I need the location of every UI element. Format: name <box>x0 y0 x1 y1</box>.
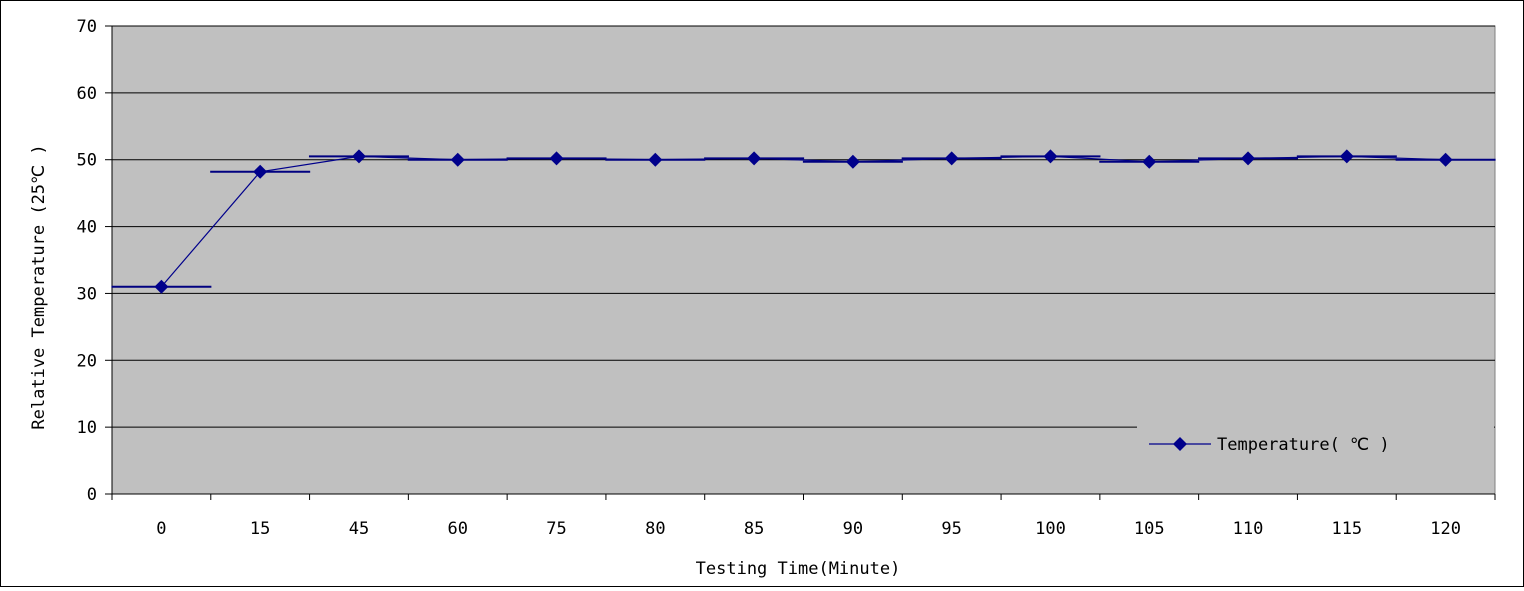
x-tick-label: 105 <box>1134 519 1165 539</box>
y-tick-label: 30 <box>77 284 97 304</box>
data-point-marker <box>845 154 860 169</box>
x-tick-label: 120 <box>1430 519 1461 539</box>
legend-entry-label: Temperature( ℃ ) <box>1217 435 1390 455</box>
x-axis-ticks: 0 15 45 60 75 80 85 90 95 100 105 110 115 120 <box>111 494 1496 539</box>
y-tick-label: 0 <box>87 485 97 505</box>
x-tick-label: 80 <box>645 519 665 539</box>
data-point-marker <box>1438 152 1453 167</box>
y-tick-label: 10 <box>77 418 97 438</box>
y-tick-label: 70 <box>77 17 97 37</box>
data-point-marker <box>450 152 465 167</box>
data-point-marker <box>944 151 959 166</box>
data-point-marker <box>1043 149 1058 164</box>
data-point-marker <box>1339 149 1354 164</box>
x-tick-label: 15 <box>250 519 270 539</box>
y-axis-label: Relative Temperature (25℃ ) <box>29 144 49 429</box>
x-tick-label: 110 <box>1233 519 1264 539</box>
x-tick-label: 0 <box>156 519 166 539</box>
x-tick-label: 60 <box>448 519 468 539</box>
data-point-marker <box>154 279 169 294</box>
data-point-marker <box>648 152 663 167</box>
x-tick-label: 75 <box>546 519 566 539</box>
x-axis-label: Testing Time(Minute) <box>696 559 901 579</box>
x-tick-label: 115 <box>1331 519 1362 539</box>
y-tick-label: 40 <box>77 218 97 238</box>
data-point-marker <box>351 149 366 164</box>
data-point-marker <box>1142 154 1157 169</box>
x-tick-label: 95 <box>941 519 961 539</box>
y-axis-ticks: 0 10 20 30 40 50 60 70 <box>77 17 112 505</box>
plot-area <box>111 25 1496 495</box>
x-tick-label: 45 <box>349 519 369 539</box>
y-tick-label: 60 <box>77 84 97 104</box>
data-point-marker <box>747 151 762 166</box>
y-tick-label: 20 <box>77 351 97 371</box>
legend: Temperature( ℃ ) <box>1137 419 1494 469</box>
x-tick-label: 85 <box>744 519 764 539</box>
data-point-marker <box>1241 151 1256 166</box>
series-group <box>111 149 1496 294</box>
legend-marker <box>1173 437 1187 451</box>
y-tick-label: 50 <box>77 151 97 171</box>
x-tick-label: 100 <box>1035 519 1066 539</box>
x-tick-label: 90 <box>843 519 863 539</box>
data-point-marker <box>549 151 564 166</box>
